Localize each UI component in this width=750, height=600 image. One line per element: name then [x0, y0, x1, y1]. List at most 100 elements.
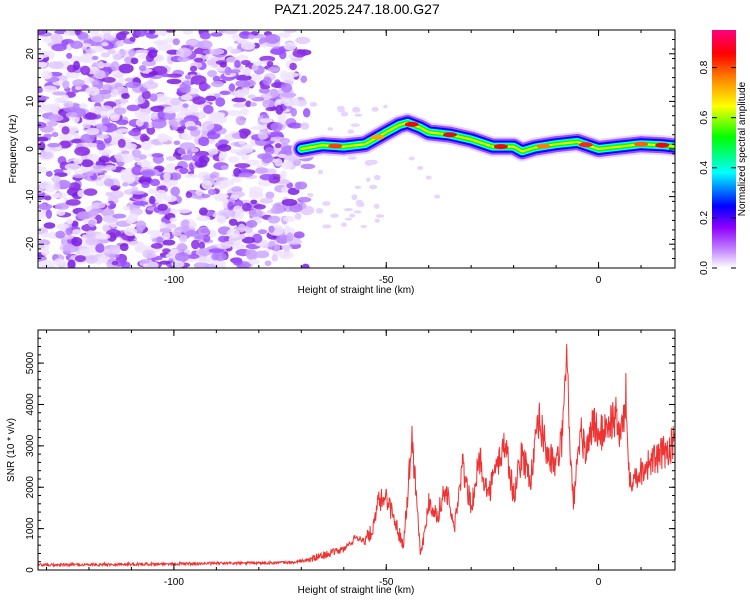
spectrogram-noise-blob [176, 47, 192, 58]
spectrogram-noise-blob [198, 136, 210, 147]
colorbar-tick-label: 0.4 [699, 160, 710, 174]
spectrogram-noise-blob [271, 254, 278, 262]
spectrogram-noise-blob [219, 90, 231, 96]
spectrogram-noise-speck [322, 224, 332, 229]
spectrogram-noise-blob [176, 112, 185, 122]
spectrogram-noise-blob [240, 144, 254, 154]
x-tick-label: -100 [164, 577, 184, 588]
spectrogram-noise-blob [171, 260, 185, 268]
spectrogram-noise-blob [264, 33, 281, 44]
spectrogram-noise-blob [117, 138, 126, 148]
spectrogram-noise-speck [373, 203, 380, 209]
snr-x-label: Height of straight line (km) [298, 585, 415, 596]
spectrogram-noise-blob [165, 155, 177, 162]
spectrogram-noise-blob [85, 230, 96, 239]
spectrogram-noise-blob [53, 258, 65, 267]
spectrogram-noise-blob [170, 107, 186, 112]
spectrogram-noise-blob [283, 41, 297, 51]
x-tick-label: -50 [379, 577, 394, 588]
snr-panel: -100 -50 0 0 1000 2000 3000 4000 5000 Height of… [6, 329, 676, 596]
x-tick-label: -100 [164, 275, 184, 286]
spectrogram-noise-blob [56, 223, 70, 231]
spectrogram-noise-blob [226, 228, 240, 239]
spectrogram-noise-blob [295, 181, 308, 190]
spectrogram-noise-blob [121, 92, 130, 100]
spectrogram-noise-blob [100, 110, 108, 117]
spectrogram-noise-blob [41, 70, 53, 80]
spectrogram-noise-blob [239, 130, 249, 139]
spectrogram-noise-blob [289, 62, 297, 71]
spectrogram-noise-blob [106, 35, 115, 41]
spectrogram-noise-blob [148, 195, 156, 205]
spectrogram-noise-blob [262, 76, 272, 86]
spectrogram-noise-blob [74, 170, 83, 175]
spectrogram-noise-blob [67, 259, 76, 268]
spectrogram-noise-blob [58, 140, 72, 149]
spectrogram-noise-blob [226, 46, 234, 52]
colorbar-tick-label: 0.2 [699, 211, 710, 225]
spectrogram-noise-blob [231, 97, 247, 103]
spectrogram-noise-blob [58, 136, 74, 141]
spectrogram-noise-blob [190, 75, 207, 85]
spectrogram-noise-blob [240, 41, 256, 51]
spectrogram-noise-blob [51, 192, 67, 199]
spectrogram-noise-blob [162, 239, 176, 246]
spectrogram-noise-blob [74, 30, 81, 36]
spectrogram-noise-blob [82, 123, 91, 129]
spectrogram-noise-blob [290, 107, 297, 117]
spectrogram-noise-blob [126, 104, 140, 112]
spectrogram-noise-blob [283, 98, 292, 107]
spectrogram-noise-blob [215, 97, 226, 107]
y-tick-label: 1000 [25, 517, 36, 540]
spectrogram-noise-speck [374, 218, 380, 223]
spectrogram-noise-blob [286, 232, 294, 242]
spectrogram-noise-blob [154, 40, 168, 45]
spectrogram-noise-blob [274, 143, 282, 149]
spectrogram-noise-blob [151, 153, 164, 158]
spectrogram-noise-blob [52, 91, 67, 96]
spectrogram-noise-blob [195, 189, 204, 196]
spectrogram-noise-blob [123, 174, 136, 185]
spectrogram-noise-blob [237, 223, 246, 233]
spectrogram-noise-blob [135, 49, 150, 54]
spectrogram-noise-blob [95, 243, 105, 253]
spectrogram-noise-blob [147, 188, 158, 194]
spectrogram-noise-speck [354, 185, 362, 189]
colorbar-gradient [712, 30, 736, 268]
spectrogram-noise-blob [149, 178, 161, 187]
spectrogram-noise-speck [371, 106, 379, 112]
spectrogram-noise-blob [218, 139, 229, 145]
spectrogram-noise-blob [141, 140, 152, 151]
spectrogram-noise-blob [160, 72, 170, 78]
spectrogram-noise-blob [163, 195, 177, 203]
spectrogram-noise-blob [82, 52, 92, 62]
spectrogram-noise-blob [172, 38, 180, 46]
ridge-hotspot [536, 143, 551, 149]
spectrogram-noise-blob [189, 65, 198, 72]
spectrogram-noise-blob [188, 221, 197, 229]
y-tick-label: -20 [25, 237, 36, 252]
spectrogram-noise-blob [91, 36, 103, 42]
spectrogram-noise-blob [246, 219, 258, 228]
spectrogram-noise-blob [63, 30, 77, 37]
spectrogram-noise-blob [109, 114, 120, 122]
ridge-hotspot [493, 144, 508, 150]
spectrogram-noise-blob [193, 262, 210, 268]
spectrogram-noise-blob [94, 69, 106, 80]
spectrogram-noise-blob [157, 133, 169, 143]
spectrogram-noise-blob [101, 30, 112, 35]
ridge-side-speck [417, 166, 424, 171]
spectrogram-noise-blob [38, 61, 48, 68]
y-tick-label: 20 [25, 48, 36, 60]
spectrogram-noise-blob [60, 94, 69, 102]
spectrogram-noise-blob [182, 30, 194, 35]
spectrogram-noise-blob [130, 190, 146, 195]
spectrogram-noise-blob [157, 110, 165, 120]
spectrogram-noise-blob [247, 94, 256, 99]
snr-y-axis: 0 1000 2000 3000 4000 5000 [25, 329, 675, 573]
spectrogram-noise-blob [191, 147, 199, 153]
spectrogram-noise-blob [280, 186, 289, 193]
spectrogram-noise-blob [277, 113, 287, 122]
spectrogram-noise-blob [270, 205, 285, 214]
